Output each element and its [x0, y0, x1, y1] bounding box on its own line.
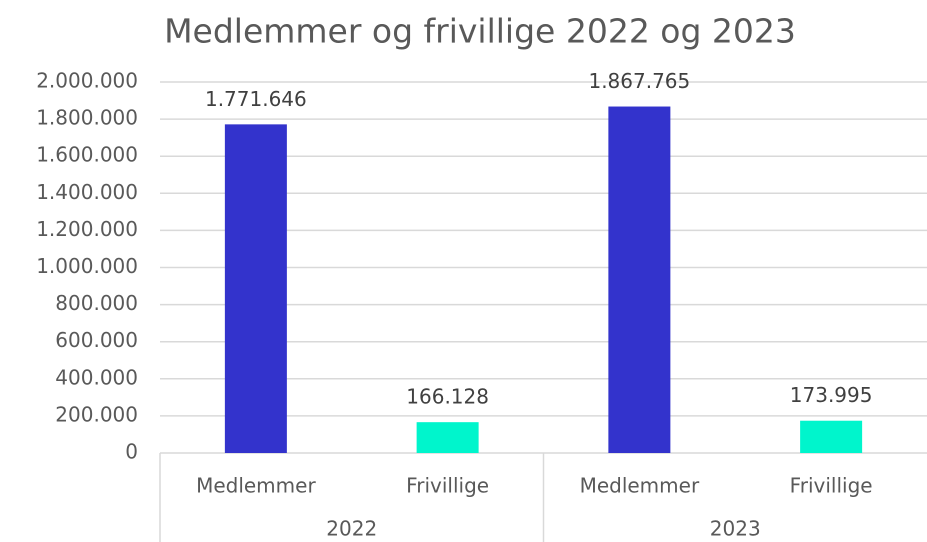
x-tick-label: Medlemmer	[580, 474, 700, 498]
y-tick-label: 0	[125, 440, 138, 464]
y-tick-label: 1.200.000	[36, 217, 138, 241]
data-label: 1.867.765	[588, 69, 690, 93]
x-tick-label: Frivillige	[790, 474, 873, 498]
x-tick-label: Medlemmer	[196, 474, 316, 498]
y-tick-label: 1.600.000	[36, 143, 138, 167]
group-label: 2022	[326, 517, 377, 541]
data-label: 173.995	[790, 383, 873, 407]
y-tick-label: 200.000	[55, 402, 138, 426]
y-tick-label: 1.000.000	[36, 254, 138, 278]
y-tick-label: 1.400.000	[36, 180, 138, 204]
y-tick-label: 1.800.000	[36, 106, 138, 130]
y-tick-label: 400.000	[55, 365, 138, 389]
data-label: 1.771.646	[205, 87, 307, 111]
group-label: 2023	[710, 517, 761, 541]
y-tick-label: 600.000	[55, 328, 138, 352]
bar	[608, 106, 671, 453]
x-tick-label: Frivillige	[406, 474, 489, 498]
data-label: 166.128	[406, 385, 489, 409]
bar	[800, 420, 863, 453]
y-tick-label: 2.000.000	[36, 69, 138, 93]
chart-title: Medlemmer og frivillige 2022 og 2023	[164, 12, 796, 51]
bar	[224, 124, 287, 453]
y-tick-label: 800.000	[55, 291, 138, 315]
bar	[416, 422, 479, 453]
